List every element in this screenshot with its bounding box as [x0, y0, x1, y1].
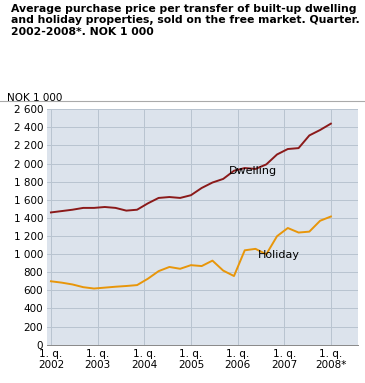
Text: NOK 1 000: NOK 1 000 [7, 93, 62, 103]
Text: Average purchase price per transfer of built-up dwelling
and holiday properties,: Average purchase price per transfer of b… [11, 4, 360, 37]
Text: Holiday: Holiday [258, 250, 300, 260]
Text: Dwelling: Dwelling [229, 166, 277, 176]
